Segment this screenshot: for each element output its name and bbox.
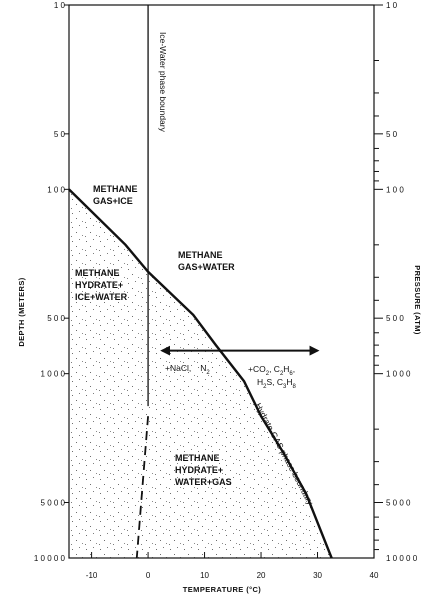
region-gas-ice: METHANE GAS+ICE (93, 184, 140, 206)
y-right-tick-label: 5 0 (386, 130, 398, 139)
hydrate-gas-boundary-line (68, 188, 333, 559)
y-axis-left-title: DEPTH (METERS) (17, 277, 26, 346)
y-right-tick-label: 1 0 (386, 1, 398, 10)
y-right-tick-label: 5 0 0 0 (386, 499, 411, 508)
x-tick-label: 30 (313, 571, 322, 580)
y-left-tick-label: 1 0 0 (47, 185, 65, 194)
plot-frame (68, 4, 375, 559)
x-tick-label: 0 (146, 571, 151, 580)
x-tick-label: 40 (370, 571, 379, 580)
hydrate-stable-region (69, 189, 332, 559)
x-axis-title: TEMPERATURE (°C) (183, 585, 262, 594)
y-left-tick-label: 5 0 (54, 130, 66, 139)
y-left-tick-label: 5 0 0 (47, 314, 65, 323)
x-tick-label: 10 (200, 571, 209, 580)
axis-ticks: -10 0 10 20 30 401 05 01 0 05 0 01 0 0 05 0 0… (34, 1, 418, 580)
y-left-tick-label: 1 0 0 0 0 (34, 554, 66, 563)
region-hydrate-ice-water: METHANE HYDRATE+ ICE+WATER (75, 268, 128, 302)
region-hydrate-water-gas: METHANE HYDRATE+ WATER+GAS (175, 453, 232, 487)
y-right-tick-label: 1 0 0 (386, 185, 404, 194)
right-effect-label-line1: +CO2, C2H6, (248, 364, 295, 377)
y-left-tick-label: 1 0 0 0 (41, 370, 66, 379)
right-effect-label-line2: H2S, C3H8 (257, 377, 297, 390)
y-right-tick-label: 1 0 0 0 0 (386, 554, 418, 563)
y-left-tick-label: 1 0 (54, 1, 66, 10)
region-gas-water: METHANE GAS+WATER (178, 250, 235, 272)
left-effect-label: +NaCl, N2 (165, 363, 210, 376)
y-right-tick-label: 1 0 0 0 (386, 370, 411, 379)
y-right-tick-label: 5 0 0 (386, 314, 404, 323)
ice-water-boundary-extrapolated-line (135, 416, 149, 559)
series-lines (68, 5, 333, 559)
x-tick-label: -10 (86, 571, 98, 580)
x-tick-label: 20 (257, 571, 266, 580)
ice-water-boundary-label: Ice-Water phase boundary (158, 32, 168, 133)
y-left-tick-label: 5 0 0 0 (41, 499, 66, 508)
y-axis-right-title: PRESSURE (ATM) (413, 265, 422, 335)
